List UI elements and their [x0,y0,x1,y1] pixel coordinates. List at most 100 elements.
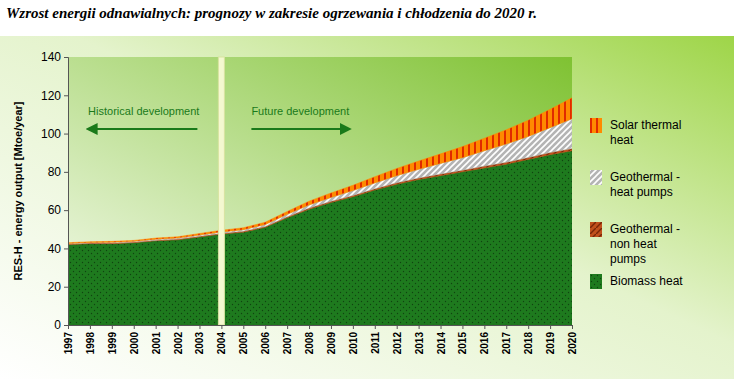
background [0,36,734,379]
x-tick: 2001 [151,325,162,354]
x-tick: 2016 [479,325,490,354]
y-tick-label: 40 [48,242,62,256]
x-tick: 2003 [194,325,205,354]
x-tick-mark [375,325,376,329]
x-tick-label: 2003 [194,332,205,355]
x-tick-label: 2013 [414,332,425,355]
y-axis-line [64,58,69,326]
x-tick-label: 2002 [173,332,184,355]
title: Wzrost energii odnawialnych: prognozy w … [6,5,537,21]
x-tick: 2007 [282,325,293,354]
y-tick-mark [64,287,68,288]
y-tick-mark [64,57,68,58]
x-tick-mark [112,325,113,329]
x-tick: 2014 [436,325,447,354]
x-tick-label: 2017 [501,332,512,355]
x-tick-mark [397,325,398,329]
x-tick: 2004 [216,325,227,354]
y-tick: 60 [48,203,68,217]
x-tick-label: 2006 [260,332,271,355]
x-tick-mark [90,325,91,329]
x-tick-label: 2011 [370,332,381,354]
legend-item: Geothermal -non heatpumps [590,222,680,266]
x-axis-line [69,326,573,330]
legend-label: Geothermal -heat pumps [610,170,680,199]
x-tick-label: 2019 [545,332,556,355]
x-tick: 2011 [370,325,381,354]
x-tick-mark [199,325,200,329]
x-tick-label: 2014 [436,332,447,355]
annotation-text: Historical development [88,105,199,117]
annotation-text: Future development [251,105,349,117]
x-tick-label: 2007 [282,332,293,355]
x-tick-mark [243,325,244,329]
x-tick-mark [178,325,179,329]
x-tick-mark [462,325,463,329]
x-tick-mark [550,325,551,329]
y-tick: 0 [54,318,68,332]
x-tick-label: 2020 [567,332,578,355]
x-tick-label: 2018 [523,332,534,355]
y-tick-label: 60 [48,203,62,217]
x-tick-mark [331,325,332,329]
x-tick-label: 2016 [479,332,490,355]
area-3 [68,98,572,244]
legend-swatch [590,222,602,237]
x-tick: 2009 [326,325,337,354]
x-tick-label: 2012 [392,332,403,355]
annotation-arrow [88,128,197,130]
legend-label: Solar thermalheat [610,118,681,147]
annotations: Historical development Future development [88,57,349,325]
area-0 [68,151,572,325]
legend-label: Biomass heat [610,274,683,288]
x-tick-label: 2000 [129,332,140,355]
x-tick-mark [528,325,529,329]
x-tick: 2008 [304,325,315,354]
annotation-arrow [251,128,349,130]
y-tick-label: 80 [48,165,62,179]
plot-marks [68,98,572,325]
x-tick-label: 2001 [151,332,162,355]
x-tick: 2017 [501,325,512,354]
y-tick-label: 100 [41,127,61,141]
legend-item: Biomass heat [590,274,683,289]
x-tick: 1997 [63,325,74,354]
x-tick-mark [572,325,573,329]
legend-swatch [590,274,602,289]
x-tick: 2005 [238,325,249,354]
x-tick-mark [441,325,442,329]
x-tick-mark [353,325,354,329]
legend-swatch [590,170,602,185]
legend-swatch [590,118,602,133]
x-tick: 2013 [414,325,425,354]
y-tick-label: 20 [48,280,62,294]
y-axis-title: RES-H - energy output [Mtoe/year] [12,101,24,280]
x-tick-label: 2015 [457,332,468,355]
x-tick: 2012 [392,325,403,354]
x-tick: 2002 [173,325,184,354]
x-tick-mark [265,325,266,329]
x-tick: 2018 [523,325,534,354]
chart-svg: Wzrost energii odnawialnych: prognozy w … [0,0,734,379]
x-tick-label: 1999 [107,332,118,355]
legend-label: Geothermal -non heatpumps [610,222,680,266]
x-tick: 1999 [107,325,118,354]
y-tick-mark [64,325,68,326]
x-tick: 2010 [348,325,359,354]
x-tick-label: 2008 [304,332,315,355]
x-tick: 2006 [260,325,271,354]
x-tick: 2015 [457,325,468,354]
x-tick-label: 2004 [216,332,227,355]
x-tick-mark [484,325,485,329]
x-tick: 1998 [85,325,96,354]
x-tick-mark [134,325,135,329]
x-tick-label: 2005 [238,332,249,355]
x-tick-mark [221,325,222,329]
x-tick-mark [68,325,69,329]
plot-background [68,57,572,325]
y-tick-label: 0 [54,318,61,332]
legend-item: Solar thermalheat [590,118,681,147]
divider [218,57,224,325]
x-tick-label: 2010 [348,332,359,355]
y-tick: 20 [48,280,68,294]
